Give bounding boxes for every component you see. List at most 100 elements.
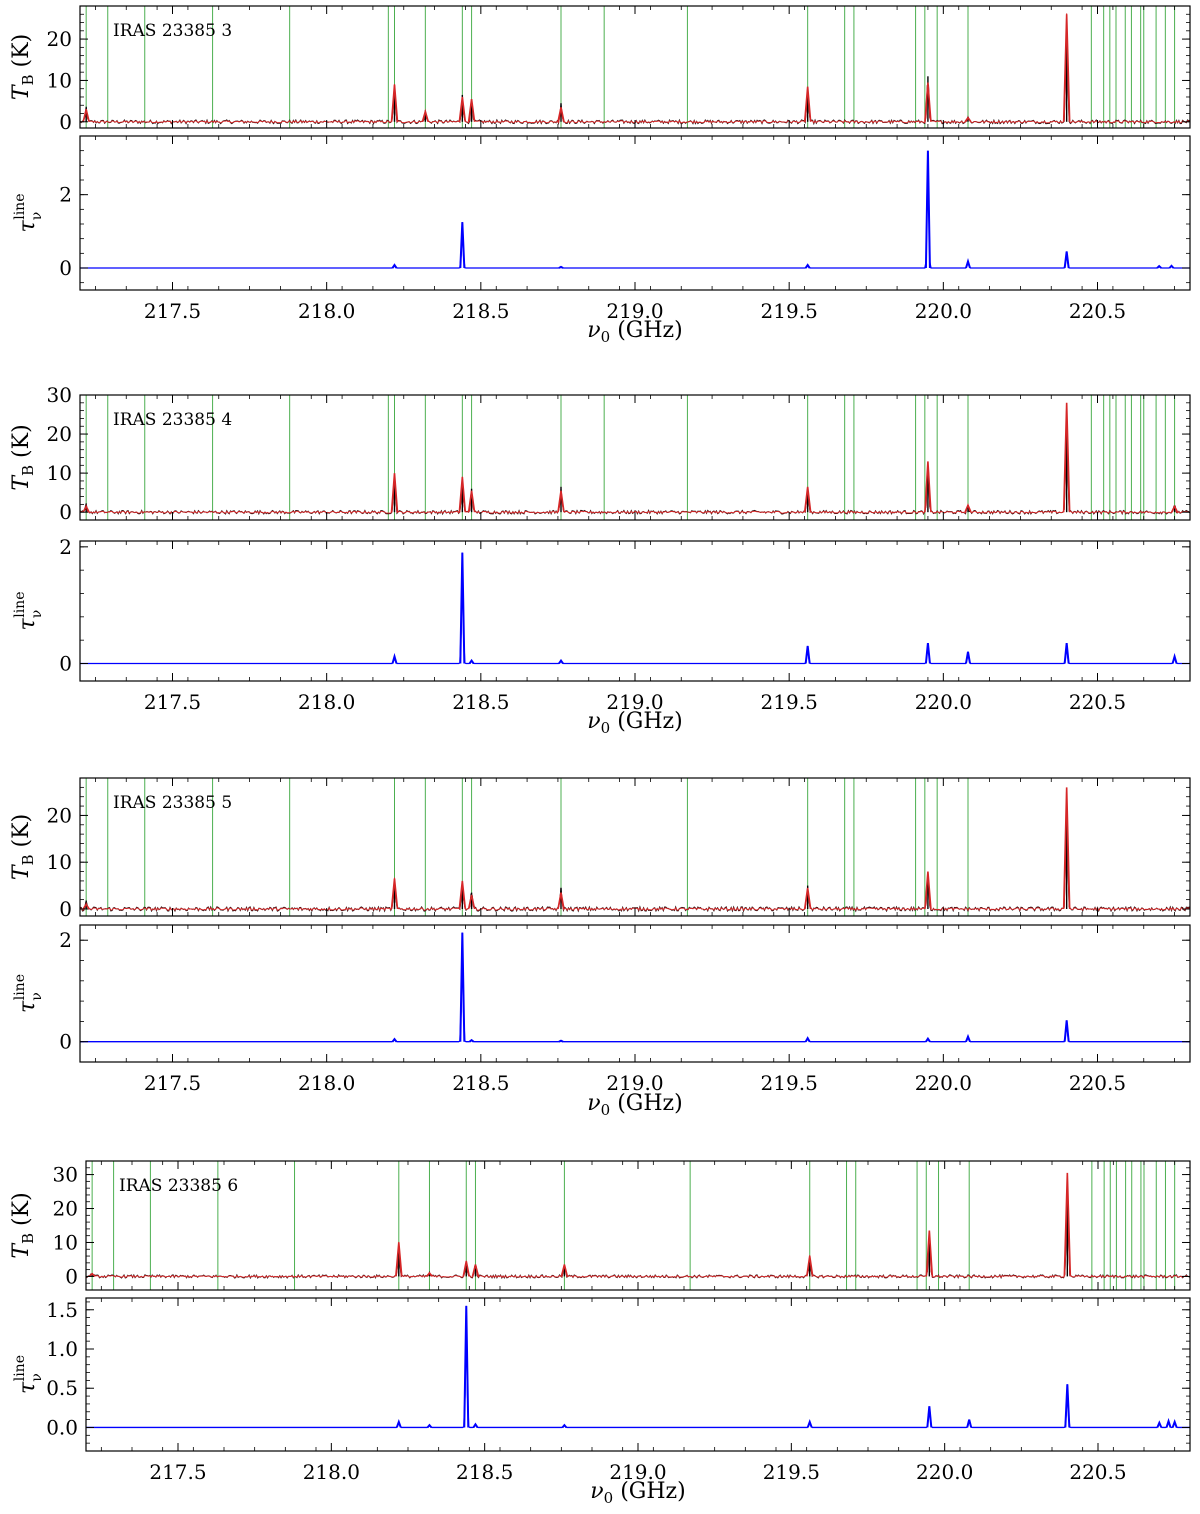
tau-plot-area — [86, 1305, 1190, 1429]
tb-model-peak — [1062, 787, 1071, 910]
tb-axis-label: TB (K) — [9, 1192, 37, 1258]
tb-ytick-label: 0 — [59, 897, 72, 921]
tau-frame — [79, 540, 1191, 682]
xtick-label: 219.5 — [763, 1460, 820, 1484]
tb-model-peak — [1063, 1172, 1072, 1277]
tau-peak — [472, 1422, 479, 1428]
tau-peak — [426, 1423, 433, 1429]
x-axis-symbol: ν — [590, 1479, 603, 1504]
panel-3: 0 10 20 IRAS 23385 5 TB (K) 0 2 217.5 218.0 218.5… — [9, 777, 1191, 1119]
tau-peak — [1063, 642, 1070, 664]
tb-plot-area — [80, 778, 1190, 916]
tau-axis-label: τνline — [12, 974, 45, 1013]
xtick-label: 218.5 — [452, 299, 509, 323]
tau-axis-symbol: τ — [15, 219, 40, 232]
tau-axis-superscript: line — [12, 592, 28, 618]
tau-frame — [85, 1297, 1191, 1452]
tb-model-peak — [1062, 402, 1071, 513]
xtick-label: 218.5 — [456, 1460, 513, 1484]
tau-peak — [1064, 1384, 1071, 1428]
tau-peak — [391, 652, 398, 664]
x-axis-subscript: 0 — [601, 328, 611, 346]
x-axis-label: ν0 (GHz) — [587, 318, 682, 346]
tb-ytick-label: 10 — [53, 1230, 78, 1254]
tb-axis-symbol: T — [9, 474, 34, 491]
tau-peak — [1171, 652, 1178, 664]
tb-model-peak — [1170, 504, 1179, 513]
tau-peak — [966, 1419, 973, 1428]
tb-model-peak — [557, 107, 565, 122]
tau-spectrum — [80, 182, 1190, 269]
tb-model-spectrum — [80, 13, 1190, 124]
xtick-label: 220.0 — [915, 690, 972, 714]
tau-peak — [459, 222, 466, 269]
tau-axis-subscript: ν — [29, 1373, 45, 1382]
tb-ytick-label: 30 — [47, 383, 72, 407]
tb-model-peak — [924, 461, 932, 513]
tau-peak — [804, 263, 811, 269]
tau-peak — [1168, 264, 1175, 269]
tb-ytick-label: 30 — [53, 1163, 78, 1187]
tb-ytick-label: 10 — [47, 68, 72, 92]
tb-model-peak — [82, 504, 90, 513]
tb-model-peak — [390, 878, 399, 910]
tb-observed-spectrum — [86, 1182, 1190, 1280]
tau-axis-label: τνline — [12, 1355, 45, 1394]
tb-ytick-label: 0 — [59, 500, 72, 524]
tau-axis-subscript: ν — [29, 212, 45, 221]
tb-model-peak — [471, 1264, 480, 1277]
tb-axis-subscript: B — [19, 1233, 37, 1244]
tau-axis-subscript: ν — [29, 992, 45, 1001]
xtick-label: 219.5 — [761, 1071, 818, 1095]
tb-frame — [85, 1160, 1191, 1291]
tb-ytick-label: 0 — [59, 110, 72, 134]
tb-frame — [79, 394, 1191, 521]
tb-model-peak — [462, 1260, 471, 1277]
xtick-label: 219.0 — [606, 1071, 663, 1095]
tb-model-peak — [421, 108, 430, 123]
tb-axis-symbol: T — [9, 863, 34, 880]
tb-plot-area — [80, 395, 1190, 520]
xtick-label: 218.0 — [298, 1071, 355, 1095]
tau-axes: 0.0 0.5 1.0 1.5 217.5 218.0 218.5 219.0 219.5 220… — [12, 1297, 1191, 1484]
tau-axis-symbol: τ — [15, 1381, 40, 1394]
tau-peak — [806, 1419, 813, 1428]
tau-ytick-label: 2 — [59, 535, 72, 559]
source-label: IRAS 23385 4 — [113, 410, 232, 430]
xtick-label: 217.5 — [144, 1071, 201, 1095]
xtick-label: 218.5 — [452, 1071, 509, 1095]
tb-model-peak — [425, 1271, 434, 1277]
tau-frame — [79, 135, 1191, 291]
tau-axis-superscript: line — [12, 194, 28, 220]
tb-observed-spectrum — [80, 411, 1190, 516]
xtick-label: 217.5 — [144, 299, 201, 323]
tau-ytick-label: 0 — [59, 652, 72, 676]
tb-model-peak — [805, 1255, 814, 1277]
tb-model-peak — [467, 98, 476, 122]
xtick-label: 220.0 — [916, 1460, 973, 1484]
tau-ytick-label: 0.5 — [46, 1376, 78, 1400]
source-label: IRAS 23385 3 — [113, 21, 232, 41]
xtick-label: 218.0 — [303, 1460, 360, 1484]
tau-peak — [924, 642, 931, 664]
xtick-label: 219.0 — [606, 690, 663, 714]
tb-model-peak — [560, 1264, 569, 1277]
tau-peak — [965, 1033, 971, 1043]
tau-peak — [1156, 1420, 1163, 1428]
xtick-label: 218.0 — [298, 690, 355, 714]
tb-axes: 0 10 20 IRAS 23385 5 TB (K) — [9, 777, 1191, 921]
tb-model-peak — [557, 490, 565, 513]
tau-ytick-label: 2 — [59, 928, 72, 952]
tb-observed-spectrum — [80, 16, 1190, 126]
tb-model-spectrum — [80, 403, 1190, 515]
tau-peak — [463, 1305, 470, 1428]
tb-model-peak — [925, 1230, 934, 1277]
x-axis-symbol: ν — [587, 318, 600, 343]
tb-model-peak — [82, 109, 90, 122]
tau-ytick-label: 0 — [59, 256, 72, 280]
tau-peak — [924, 150, 931, 269]
xtick-label: 218.0 — [298, 299, 355, 323]
tb-axis-label: TB (K) — [9, 34, 37, 100]
tau-peak — [965, 257, 971, 269]
panel-2: 0 10 20 30 IRAS 23385 4 TB (K) 0 2 217.5 218.0 218… — [9, 383, 1191, 737]
